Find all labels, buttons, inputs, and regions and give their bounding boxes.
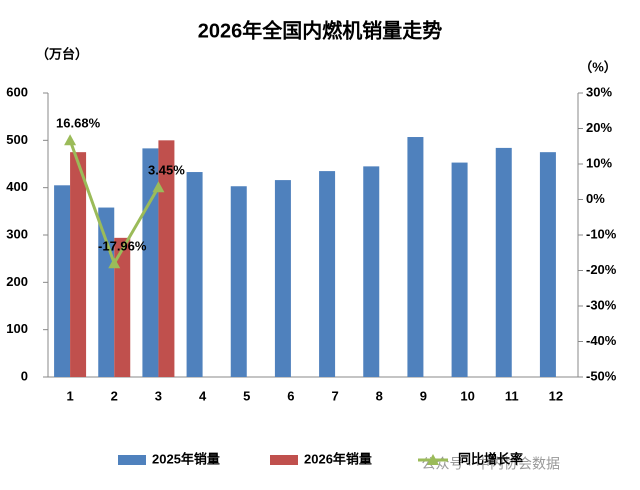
data-label: -17.96% (98, 239, 147, 254)
y2-axis-label: （%） (579, 59, 617, 74)
y-tick-label: 400 (6, 179, 28, 194)
y2-tick-label: 10% (586, 155, 612, 170)
bar (495, 147, 512, 377)
y-tick-label: 300 (6, 226, 28, 241)
bar (114, 237, 131, 377)
legend-label: 2025年销量 (152, 451, 220, 466)
y2-tick-label: -30% (586, 297, 617, 312)
line-marker (108, 257, 121, 269)
y2-tick-label: -50% (586, 368, 617, 383)
x-tick-label: 8 (376, 388, 383, 403)
y-tick-label: 0 (21, 368, 28, 383)
bar (319, 171, 336, 377)
legend-swatch (118, 455, 146, 465)
x-tick-label: 7 (331, 388, 338, 403)
bar (186, 172, 203, 377)
y2-tick-label: 30% (586, 84, 612, 99)
x-tick-label: 4 (199, 388, 207, 403)
bar (230, 186, 247, 377)
x-tick-label: 6 (287, 388, 294, 403)
line-marker (152, 181, 165, 193)
bar (363, 166, 380, 377)
y2-tick-label: 0% (586, 191, 605, 206)
legend-swatch (427, 454, 439, 465)
x-tick-label: 12 (549, 388, 563, 403)
y2-tick-label: -20% (586, 262, 617, 277)
bar (274, 180, 291, 377)
y2-tick-label: -10% (586, 226, 617, 241)
y2-tick-label: 20% (586, 120, 612, 135)
bar (98, 207, 115, 377)
y2-tick-label: -40% (586, 333, 617, 348)
bar (158, 140, 175, 377)
bar (54, 185, 71, 377)
x-tick-label: 11 (505, 388, 519, 403)
line-marker (64, 134, 77, 146)
y-tick-label: 500 (6, 132, 28, 147)
x-tick-label: 2 (111, 388, 118, 403)
bar (451, 162, 468, 377)
x-tick-label: 5 (243, 388, 250, 403)
bar (407, 137, 424, 377)
legend-swatch (270, 455, 298, 465)
data-label: 16.68% (56, 116, 101, 131)
y-tick-label: 200 (6, 274, 28, 289)
chart-title: 2026年全国内燃机销量走势 (198, 18, 443, 42)
legend-label: 同比增长率 (458, 451, 523, 466)
bar (70, 152, 87, 377)
x-tick-label: 10 (460, 388, 474, 403)
bar (539, 152, 556, 377)
data-label: 3.45% (148, 163, 185, 178)
y-tick-label: 100 (6, 321, 28, 336)
y-tick-label: 600 (6, 84, 28, 99)
x-tick-label: 3 (155, 388, 162, 403)
y-axis-label: （万台） (36, 46, 88, 61)
x-tick-label: 1 (66, 388, 73, 403)
bar (142, 148, 159, 377)
watermark: 公众号 · 中内协会数据 (422, 456, 560, 472)
legend-label: 2026年销量 (304, 451, 372, 466)
x-tick-label: 9 (420, 388, 427, 403)
